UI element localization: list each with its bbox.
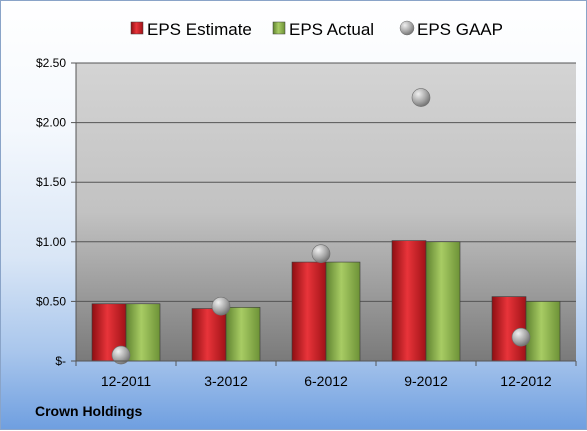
- legend-swatch: [272, 21, 286, 35]
- eps-actual-bar: [125, 303, 161, 362]
- eps-actual-bar: [425, 241, 461, 362]
- eps-gaap-marker: [311, 244, 331, 264]
- y-tick-label: $1.00: [36, 235, 66, 249]
- y-tick-label: $0.50: [36, 294, 66, 308]
- y-axis: $- $0.50 $1.00 $1.50 $2.00 $2.50: [36, 56, 77, 368]
- eps-actual-bar: [525, 301, 561, 362]
- x-category-label: 6-2012: [304, 373, 348, 389]
- x-category-label: 12-2011: [101, 373, 152, 389]
- eps-estimate-bar: [191, 308, 227, 362]
- legend-swatch: [399, 20, 415, 36]
- legend-label: EPS GAAP: [417, 20, 503, 39]
- x-axis: 12-2011 3-2012 6-2012 9-2012 12-2012: [75, 360, 577, 389]
- y-tick-label: $2.50: [36, 56, 66, 70]
- eps-gaap-marker: [511, 327, 531, 347]
- eps-gaap-marker: [111, 345, 131, 365]
- x-category-label: 12-2012: [500, 373, 552, 389]
- y-tick-label: $-: [55, 354, 66, 368]
- y-tick-label: $1.50: [36, 175, 66, 189]
- eps-actual-bar: [225, 307, 261, 362]
- company-label: Crown Holdings: [35, 403, 143, 419]
- eps-estimate-bar: [391, 240, 427, 362]
- legend-label: EPS Estimate: [147, 20, 252, 39]
- eps-actual-bar: [325, 261, 361, 362]
- y-tick-label: $2.00: [36, 116, 66, 130]
- legend-label: EPS Actual: [289, 20, 374, 39]
- eps-estimate-bar: [291, 261, 327, 362]
- legend: EPS Estimate EPS Actual EPS GAAP: [130, 20, 503, 39]
- eps-gaap-marker: [211, 296, 231, 316]
- eps-gaap-marker: [411, 88, 431, 107]
- bars: [91, 240, 561, 362]
- gaap-markers: [111, 88, 531, 365]
- x-category-label: 9-2012: [404, 373, 448, 389]
- x-category-label: 3-2012: [204, 373, 248, 389]
- legend-swatch: [130, 21, 144, 35]
